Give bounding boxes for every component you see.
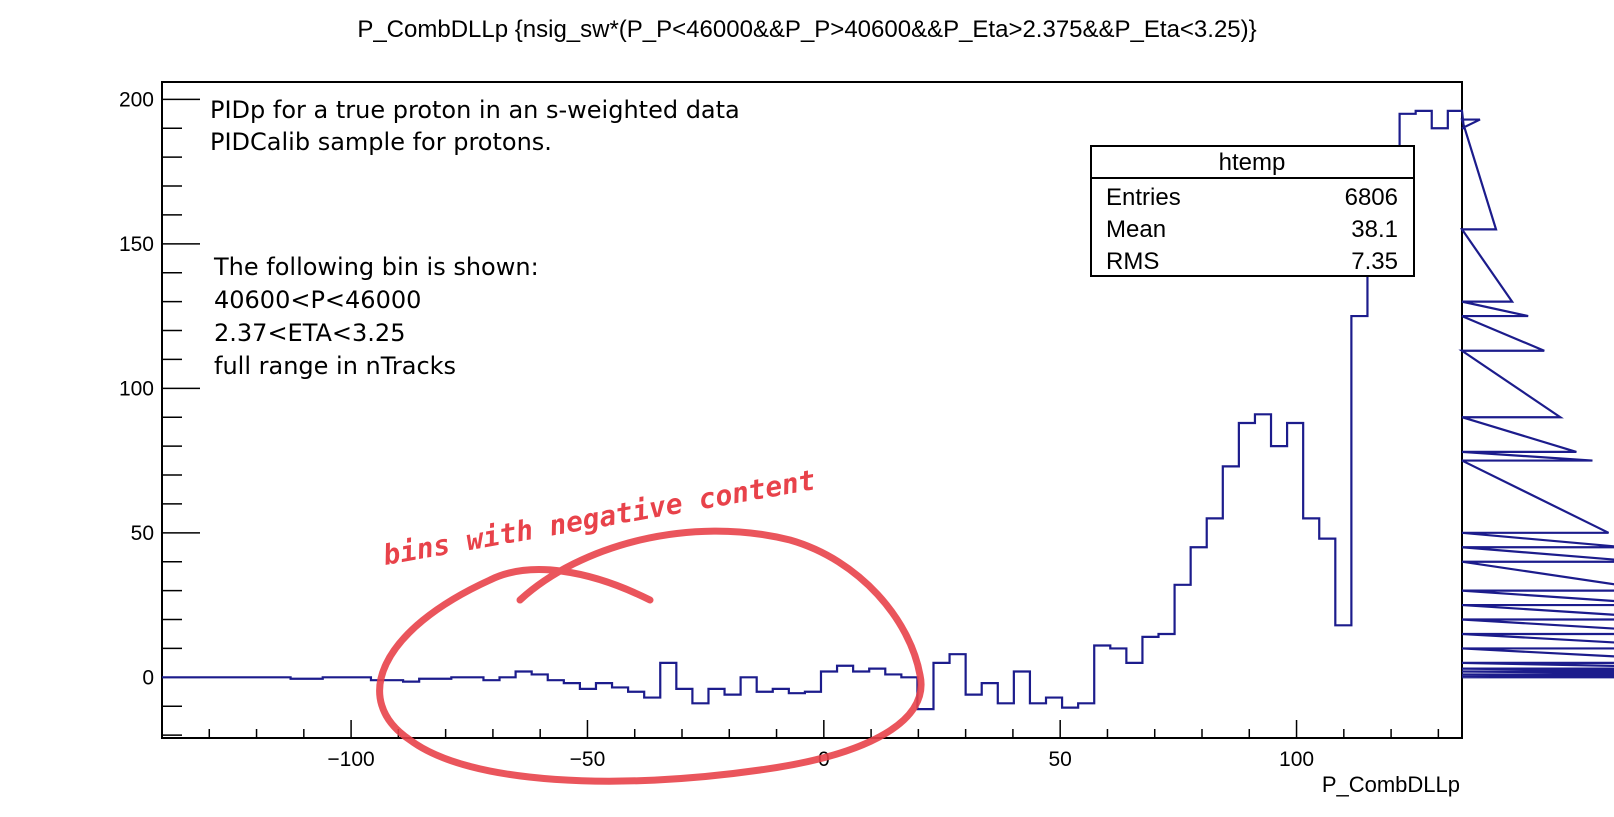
x-tick-label: 100 <box>1279 748 1314 771</box>
y-tick-label: 150 <box>119 233 154 256</box>
highlight-ellipse <box>376 527 925 785</box>
histogram-line <box>162 109 1614 711</box>
handwritten-annotation: bins with negative content <box>376 463 925 785</box>
y-tick-label: 0 <box>142 666 154 689</box>
chart-title: P_CombDLLp {nsig_sw*(P_P<46000&&P_P>4060… <box>357 16 1256 43</box>
stats-box-frame <box>1090 145 1415 277</box>
y-tick-label: 200 <box>119 88 154 111</box>
stats-mean-label: Mean <box>1106 216 1166 243</box>
annotation-note-1: PIDp for a true proton in an s-weighted … <box>210 96 740 156</box>
axis-ticks <box>161 98 1440 738</box>
stats-box-title: htemp <box>1219 149 1286 176</box>
note-1-line-2: PIDCalib sample for protons. <box>210 128 552 156</box>
note-2-line-4: full range in nTracks <box>214 352 456 380</box>
stats-mean-value: 38.1 <box>1351 216 1398 243</box>
note-2-line-2: 40600<P<46000 <box>214 286 421 314</box>
stats-rms-value: 7.35 <box>1351 248 1398 275</box>
note-1-line-1: PIDp for a true proton in an s-weighted … <box>210 96 740 124</box>
x-axis-label: P_CombDLLp <box>1322 772 1460 797</box>
note-2-line-1: The following bin is shown: <box>213 253 539 281</box>
x-tick-label: −100 <box>327 748 374 771</box>
annotation-note-2: The following bin is shown: 40600<P<4600… <box>213 253 539 380</box>
y-tick-label: 100 <box>119 377 154 400</box>
y-tick-label: 50 <box>131 522 154 545</box>
note-2-line-3: 2.37<ETA<3.25 <box>214 319 405 347</box>
stats-entries-value: 6806 <box>1345 184 1398 211</box>
x-tick-label: 50 <box>1049 748 1072 771</box>
plot-frame <box>161 81 1463 739</box>
x-tick-label: −50 <box>570 748 606 771</box>
stats-entries-label: Entries <box>1106 184 1181 211</box>
stats-box: htemp Entries 6806 Mean 38.1 RMS 7.35 <box>1090 145 1415 277</box>
stats-rms-label: RMS <box>1106 248 1159 275</box>
